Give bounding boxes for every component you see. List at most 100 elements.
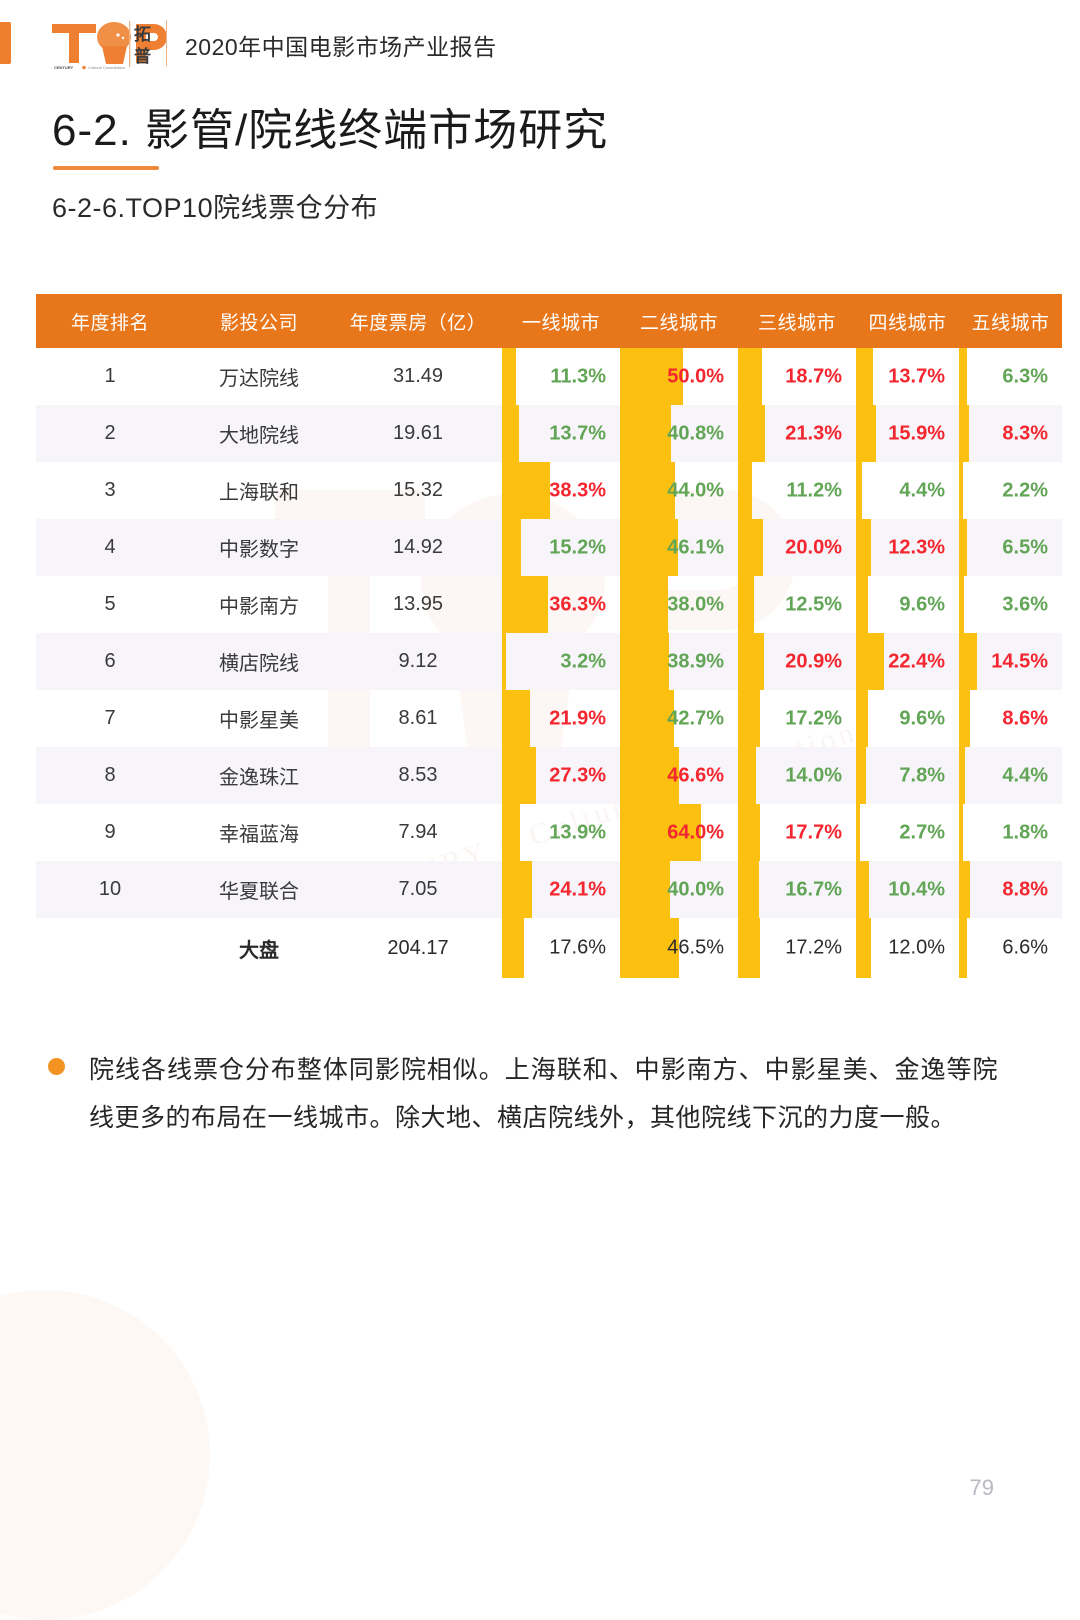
tier-cell: 4.4%	[959, 747, 1062, 804]
tier-cell: 3.6%	[959, 576, 1062, 633]
page-title: 6-2. 影管/院线终端市场研究	[52, 106, 609, 155]
tier-cell: 38.9%	[620, 633, 738, 690]
tier-value-label: 40.8%	[667, 422, 724, 444]
page-header: 拓 普 CENTURY Cultural Consultation 2020年中…	[0, 0, 1080, 88]
tier-value-label: 42.7%	[667, 707, 724, 729]
tier-bar	[959, 804, 963, 861]
boxoffice-cell: 31.49	[392, 365, 444, 387]
tier-value-label: 20.9%	[785, 650, 842, 672]
total-boxoffice-cell: 204.17	[334, 918, 502, 978]
tier-bar	[856, 918, 872, 978]
tier-bar	[856, 747, 866, 804]
tier-bar	[502, 405, 520, 462]
tier-bar	[856, 405, 877, 462]
tier-cell: 2.2%	[959, 462, 1062, 519]
tier-cell: 40.0%	[620, 861, 738, 918]
tier-bar	[959, 633, 978, 690]
report-title: 2020年中国电影市场产业报告	[185, 34, 497, 60]
tier-value-label: 6.5%	[1002, 536, 1048, 558]
tier-bar	[959, 918, 968, 978]
tier-cell: 46.1%	[620, 519, 738, 576]
tier-value-label: 16.7%	[785, 878, 842, 900]
tier-value-label: 38.0%	[667, 593, 724, 615]
tier-bar	[856, 804, 860, 861]
tier-cell: 18.7%	[738, 348, 856, 405]
tier-cell: 8.3%	[959, 405, 1062, 462]
company-cell: 上海联和	[219, 482, 299, 504]
tier-value-label: 22.4%	[888, 650, 945, 672]
column-header-6: 四线城市	[856, 294, 959, 348]
tier-value-label: 12.3%	[888, 536, 945, 558]
tier-cell: 24.1%	[502, 861, 620, 918]
tier-value-label: 13.7%	[549, 422, 606, 444]
table-row: 10 华夏联合 7.05 24.1% 40.0% 16.7% 10.4% 8.8%	[36, 861, 1062, 918]
tier-bar	[502, 576, 548, 633]
tier-value-label: 64.0%	[667, 821, 724, 843]
tier-bar	[620, 348, 683, 405]
tier-value-label: 11.2%	[786, 479, 842, 501]
tier-bar	[620, 861, 671, 918]
tier-bar	[738, 690, 760, 747]
tier-cell: 6.6%	[959, 918, 1062, 978]
tier-cell: 27.3%	[502, 747, 620, 804]
column-header-7: 五线城市	[959, 294, 1062, 348]
tier-value-label: 50.0%	[667, 365, 724, 387]
company-cell: 金逸珠江	[184, 747, 334, 804]
tier-bar	[620, 918, 679, 978]
top-brand-logo: 拓 普 CENTURY Cultural Consultation	[50, 18, 168, 70]
table-row: 4 中影数字 14.92 15.2% 46.1% 20.0% 12.3% 6.5%	[36, 519, 1062, 576]
bullet-dot-icon	[48, 1058, 65, 1075]
tier-value-label: 13.9%	[549, 821, 606, 843]
tier-value-label: 4.4%	[899, 479, 945, 501]
table-row: 3 上海联和 15.32 38.3% 44.0% 11.2% 4.4% 2.2%	[36, 462, 1062, 519]
tier-cell: 36.3%	[502, 576, 620, 633]
column-header-5: 三线城市	[738, 294, 856, 348]
rank-cell: 4	[36, 519, 184, 576]
tier-cell: 40.8%	[620, 405, 738, 462]
total-label-cell: 大盘	[184, 918, 334, 978]
tier-value-label: 17.2%	[785, 936, 842, 959]
analysis-note: 院线各线票仓分布整体同影院相似。上海联和、中影南方、中影星美、金逸等院线更多的布…	[48, 1046, 998, 1142]
tier-cell: 11.3%	[502, 348, 620, 405]
tier-bar	[959, 348, 967, 405]
tier-cell: 12.0%	[856, 918, 959, 978]
page-number: 79	[969, 1475, 994, 1500]
tier-value-label: 10.4%	[888, 878, 945, 900]
tier-value-label: 36.3%	[549, 593, 606, 615]
boxoffice-cell: 8.61	[398, 707, 438, 729]
company-cell: 万达院线	[219, 368, 299, 390]
tier-bar	[620, 405, 672, 462]
tier-cell: 17.6%	[502, 918, 620, 978]
rank-cell: 2	[36, 405, 184, 462]
company-cell: 中影数字	[184, 519, 334, 576]
title-underline	[53, 166, 159, 170]
boxoffice-cell: 13.95	[392, 593, 444, 615]
tier-cell: 44.0%	[620, 462, 738, 519]
company-cell: 华夏联合	[184, 861, 334, 918]
tier-bar	[502, 804, 520, 861]
tier-bar	[502, 747, 537, 804]
tier-value-label: 11.3%	[550, 365, 606, 387]
tier-bar	[856, 462, 862, 519]
tier-cell: 14.0%	[738, 747, 856, 804]
tier-value-label: 46.5%	[667, 936, 724, 959]
tier-cell: 6.5%	[959, 519, 1062, 576]
tier-bar	[502, 633, 507, 690]
company-cell: 幸福蓝海	[219, 824, 299, 846]
tier-value-label: 6.3%	[1002, 365, 1048, 387]
tier-cell: 9.6%	[856, 576, 959, 633]
table-row: 8 金逸珠江 8.53 27.3% 46.6% 14.0% 7.8% 4.4%	[36, 747, 1062, 804]
tier-value-label: 27.3%	[549, 764, 606, 786]
tier-cell: 17.2%	[738, 690, 856, 747]
boxoffice-cell: 19.61	[334, 405, 502, 462]
tier-cell: 8.8%	[959, 861, 1062, 918]
tier-value-label: 15.2%	[549, 536, 606, 558]
corner-decoration-circle	[0, 1290, 210, 1620]
tier-bar	[738, 348, 762, 405]
tier-bar	[959, 690, 970, 747]
tier-bar	[856, 633, 885, 690]
tier-bar	[959, 861, 971, 918]
tier-value-label: 9.6%	[899, 593, 945, 615]
tier-bar	[738, 918, 760, 978]
tier-cell: 14.5%	[959, 633, 1062, 690]
